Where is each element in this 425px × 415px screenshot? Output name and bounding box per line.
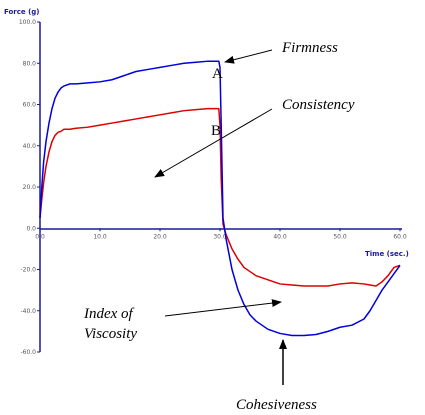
y-tick-label: -20.0 <box>20 267 36 274</box>
x-tick-label: 10.0 <box>93 233 107 240</box>
x-tick-label: 60.0 <box>393 233 407 240</box>
y-tick-label: 40.0 <box>23 143 37 150</box>
y-tick-label: 60.0 <box>23 102 37 109</box>
x-tick-label: 20.0 <box>153 233 167 240</box>
y-tick-label: 20.0 <box>23 184 37 191</box>
y-tick-label: 100.0 <box>19 19 36 26</box>
series-line-blue <box>39 60 401 337</box>
index-of-viscosity-arrow <box>164 299 282 317</box>
y-tick-label: -60.0 <box>20 349 36 356</box>
x-ticks: 0.0 10.0 20.0 30.0 40.0 50.0 60.0 <box>35 228 407 240</box>
y-axis-label: Force (g) <box>4 8 40 16</box>
firmness-arrow <box>224 49 273 64</box>
consistency-arrow <box>154 108 273 178</box>
y-ticks: 100.0 80.0 60.0 40.0 20.0 0.0 -20.0 -40.0 -60.0 <box>19 19 40 356</box>
x-tick-label: 0.0 <box>35 233 45 240</box>
series-group <box>39 60 401 337</box>
point-a-label: A <box>212 66 223 82</box>
x-tick-label: 50.0 <box>333 233 347 240</box>
series-line-red <box>39 107 401 287</box>
y-tick-label: 0.0 <box>26 225 36 232</box>
y-tick-label: -40.0 <box>20 308 36 315</box>
cohesiveness-label: Cohesiveness <box>236 397 317 413</box>
index-of-viscosity-label-2: Viscosity <box>84 326 137 342</box>
y-tick-label: 80.0 <box>23 60 37 67</box>
firmness-label: Firmness <box>281 40 338 56</box>
consistency-label: Consistency <box>282 97 355 113</box>
x-tick-label: 40.0 <box>273 233 287 240</box>
point-b-label: B <box>211 123 221 139</box>
x-axis-label: Time (sec.) <box>365 250 409 258</box>
index-of-viscosity-label-1: Index of <box>83 306 135 322</box>
x-tick-label: 30.0 <box>213 233 227 240</box>
